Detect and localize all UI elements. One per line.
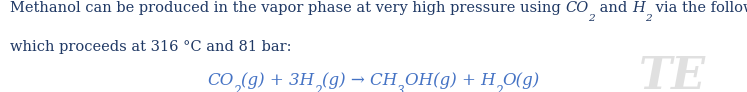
Text: 2: 2 [495, 85, 503, 92]
Text: 2: 2 [233, 85, 241, 92]
Text: Methanol can be produced in the vapor phase at very high pressure using: Methanol can be produced in the vapor ph… [10, 1, 565, 15]
Text: (g) + 3H: (g) + 3H [241, 72, 314, 89]
Text: OH(g) + H: OH(g) + H [405, 72, 495, 89]
Text: 2: 2 [589, 14, 595, 23]
Text: and: and [595, 1, 632, 15]
Text: O(g): O(g) [503, 72, 540, 89]
Text: CO: CO [565, 1, 589, 15]
Text: TE: TE [639, 55, 706, 92]
Text: 3: 3 [397, 85, 405, 92]
Text: H: H [632, 1, 645, 15]
Text: via the following reaction: via the following reaction [651, 1, 747, 15]
Text: 2: 2 [645, 14, 651, 23]
Text: which proceeds at 316 °C and 81 bar:: which proceeds at 316 °C and 81 bar: [10, 40, 291, 54]
Text: CO: CO [207, 72, 233, 89]
Text: 2: 2 [314, 85, 322, 92]
Text: (g) → CH: (g) → CH [322, 72, 397, 89]
